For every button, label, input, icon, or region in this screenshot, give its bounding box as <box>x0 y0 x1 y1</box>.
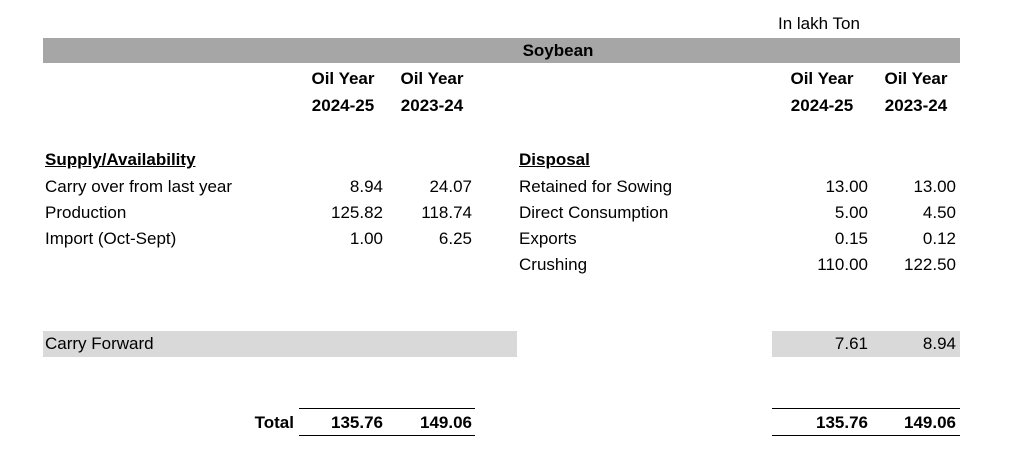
disposal-row-value-2024-25: 5.00 <box>834 203 868 222</box>
header-left-col2-line2: 2023-24 <box>400 96 464 115</box>
carry-forward-label: Carry Forward <box>45 334 154 353</box>
carry-forward-value-2024-25: 7.61 <box>834 334 868 353</box>
header-right-col1-line2: 2024-25 <box>790 96 854 115</box>
supply-row-value-2023-24: 6.25 <box>438 229 472 248</box>
disposal-row-value-2024-25: 110.00 <box>817 255 868 274</box>
total-top-rule-left <box>299 408 475 409</box>
disposal-row-value-2023-24: 122.50 <box>904 255 956 274</box>
supply-row-label: Carry over from last year <box>45 177 233 196</box>
unit-note: In lakh Ton <box>778 14 860 33</box>
carry-forward-value-2023-24: 8.94 <box>922 334 956 353</box>
total-bottom-rule-right <box>772 435 960 436</box>
header-right-col2-line2: 2023-24 <box>884 96 948 115</box>
supply-row-label: Production <box>45 203 127 222</box>
header-right-col1-line1: Oil Year <box>790 69 854 88</box>
supply-row-value-2023-24: 118.74 <box>421 203 472 222</box>
supply-heading: Supply/Availability <box>45 150 196 169</box>
total-supply-2024-25: 135.76 <box>331 413 383 432</box>
total-disposal-2023-24: 149.06 <box>904 413 956 432</box>
supply-row-value-2024-25: 8.94 <box>349 177 383 196</box>
header-left-col2-line1: Oil Year <box>400 69 464 88</box>
disposal-row-value-2024-25: 0.15 <box>834 229 868 248</box>
carry-forward-band-right <box>772 331 960 357</box>
supply-row-value-2024-25: 125.82 <box>331 203 383 222</box>
supply-row-label: Import (Oct-Sept) <box>45 229 177 248</box>
supply-row-value-2023-24: 24.07 <box>429 177 472 196</box>
disposal-row-value-2023-24: 13.00 <box>913 177 956 196</box>
disposal-row-value-2023-24: 0.12 <box>922 229 956 248</box>
disposal-heading: Disposal <box>519 150 590 169</box>
disposal-row-value-2024-25: 13.00 <box>825 177 868 196</box>
header-left-col1-line2: 2024-25 <box>311 96 375 115</box>
total-disposal-2024-25: 135.76 <box>816 413 868 432</box>
total-label: Total <box>254 413 294 432</box>
title-band <box>43 38 960 63</box>
carry-forward-band-left <box>43 331 517 357</box>
total-top-rule-right <box>772 408 960 409</box>
total-supply-2023-24: 149.06 <box>420 413 472 432</box>
disposal-row-label: Exports <box>519 229 577 248</box>
disposal-row-value-2023-24: 4.50 <box>922 203 956 222</box>
disposal-row-label: Retained for Sowing <box>519 177 673 196</box>
header-right-col2-line1: Oil Year <box>884 69 948 88</box>
total-bottom-rule-left <box>299 435 475 436</box>
header-left-col1-line1: Oil Year <box>311 69 375 88</box>
disposal-row-label: Crushing <box>519 255 588 274</box>
table-title: Soybean <box>522 41 594 60</box>
disposal-row-label: Direct Consumption <box>519 203 669 222</box>
supply-row-value-2024-25: 1.00 <box>349 229 383 248</box>
